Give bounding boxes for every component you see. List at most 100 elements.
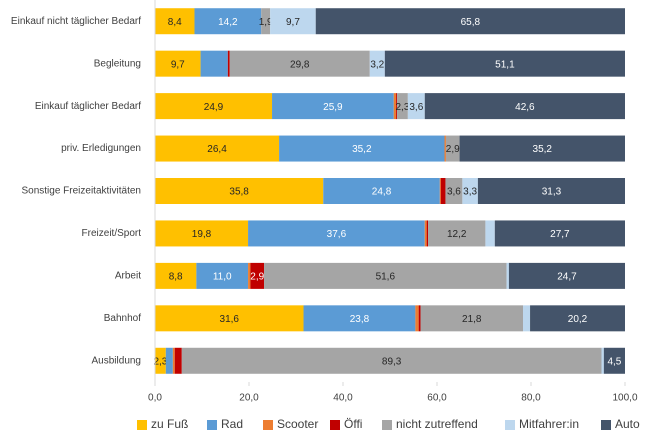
bar-segment: [384, 50, 625, 77]
bar-segment: [508, 262, 625, 289]
bar-segment: [181, 347, 602, 374]
value-label: 23,8: [350, 314, 370, 325]
bar-segment: [445, 135, 460, 162]
bar-segment: [196, 262, 249, 289]
value-label: 3,2: [370, 59, 384, 70]
x-tick-label: 0,0: [148, 393, 162, 404]
legend-label: nicht zutreffend: [396, 417, 478, 431]
legend-swatch: [601, 420, 611, 430]
bar-segment: [396, 93, 398, 120]
value-label: 2,3: [396, 102, 410, 113]
bar-segment: [279, 135, 445, 162]
value-label: 31,3: [542, 187, 562, 198]
value-label: 14,2: [218, 17, 238, 28]
y-tick-label: priv. Erledigungen: [61, 143, 141, 154]
legend-swatch: [263, 420, 273, 430]
bar-segment: [462, 178, 478, 204]
y-tick-label: Ausbildung: [92, 355, 141, 366]
value-label: 24,7: [557, 272, 577, 283]
bar-segment: [523, 305, 531, 332]
value-label: 51,6: [376, 272, 396, 283]
bar-segment: [155, 93, 273, 120]
value-label: 11,0: [213, 272, 232, 283]
bar-segment: [155, 305, 304, 332]
value-label: 51,1: [495, 59, 515, 70]
value-label: 24,9: [204, 102, 224, 113]
bar-segment: [418, 305, 421, 332]
bar-segment: [420, 305, 524, 332]
value-label: 35,2: [533, 144, 553, 155]
value-label: 2,9: [446, 144, 460, 155]
value-label: 35,8: [229, 187, 249, 198]
y-tick-label: Sonstige Freizeitaktivitäten: [21, 186, 141, 197]
y-tick-label: Einkauf nicht täglicher Bedarf: [11, 16, 141, 27]
value-label: 89,3: [382, 356, 402, 367]
bar-segment: [440, 178, 446, 204]
value-label: 65,8: [461, 17, 481, 28]
value-label: 35,2: [352, 144, 372, 155]
x-tick-label: 80,0: [521, 393, 541, 404]
value-label: 9,7: [171, 59, 185, 70]
bar-segment: [174, 347, 182, 374]
value-label: 3,3: [463, 187, 477, 198]
bar-segment: [303, 305, 416, 332]
x-tick-label: 60,0: [427, 393, 447, 404]
bar-segment: [227, 50, 230, 77]
value-label: 31,6: [220, 314, 240, 325]
y-tick-label: Freizeit/Sport: [82, 228, 142, 239]
value-label: 9,7: [286, 17, 300, 28]
legend-swatch: [207, 420, 217, 430]
value-label: 2,3: [153, 356, 167, 367]
value-label: 26,4: [207, 144, 227, 155]
legend-swatch: [505, 420, 515, 430]
bar-segment: [165, 347, 173, 374]
value-label: 4,5: [607, 356, 621, 367]
bar-segment: [323, 178, 440, 204]
value-label: 27,7: [550, 229, 570, 240]
legend-label: Mitfahrer:in: [519, 417, 579, 431]
bar-segment: [393, 93, 397, 120]
legend-swatch: [137, 420, 147, 430]
value-label: 1,9: [259, 17, 273, 28]
bar-segment: [459, 135, 625, 162]
bar-segment: [155, 50, 201, 77]
bar-segment: [155, 262, 197, 289]
value-label: 29,8: [290, 59, 310, 70]
value-label: 2,9: [250, 272, 264, 283]
bar-segment: [155, 220, 249, 247]
bar-segment: [248, 262, 251, 289]
value-label: 25,9: [323, 102, 343, 113]
bar-segment: [272, 93, 394, 120]
bar-segment: [415, 305, 419, 332]
bar-segment: [270, 8, 316, 35]
value-label: 8,4: [168, 17, 182, 28]
value-label: 42,6: [515, 102, 535, 113]
legend-label: Öffi: [344, 417, 362, 431]
bar-segment: [200, 50, 228, 77]
bar-segment: [155, 8, 195, 35]
x-tick-label: 100,0: [612, 393, 637, 404]
y-tick-label: Einkauf täglicher Bedarf: [35, 101, 141, 112]
bar-segment: [369, 50, 385, 77]
bar-segment: [407, 93, 425, 120]
bar-segment: [444, 135, 446, 162]
bar-segment: [426, 220, 429, 247]
value-label: 24,8: [372, 187, 392, 198]
bar-segment: [445, 178, 463, 204]
y-tick-label: Arbeit: [115, 271, 141, 282]
legend-label: zu Fuß: [151, 417, 188, 431]
value-label: 21,8: [462, 314, 482, 325]
bar-segment: [397, 93, 408, 120]
legend-swatch: [382, 420, 392, 430]
bar-segment: [601, 347, 604, 374]
legend-swatch: [330, 420, 340, 430]
y-tick-label: Bahnhof: [104, 313, 141, 324]
bar-segment: [261, 8, 271, 35]
bar-segment: [155, 178, 324, 204]
bar-segment: [264, 262, 507, 289]
x-tick-label: 40,0: [333, 393, 353, 404]
bar-segment: [155, 135, 280, 162]
value-label: 8,8: [169, 272, 183, 283]
value-label: 37,6: [327, 229, 347, 240]
